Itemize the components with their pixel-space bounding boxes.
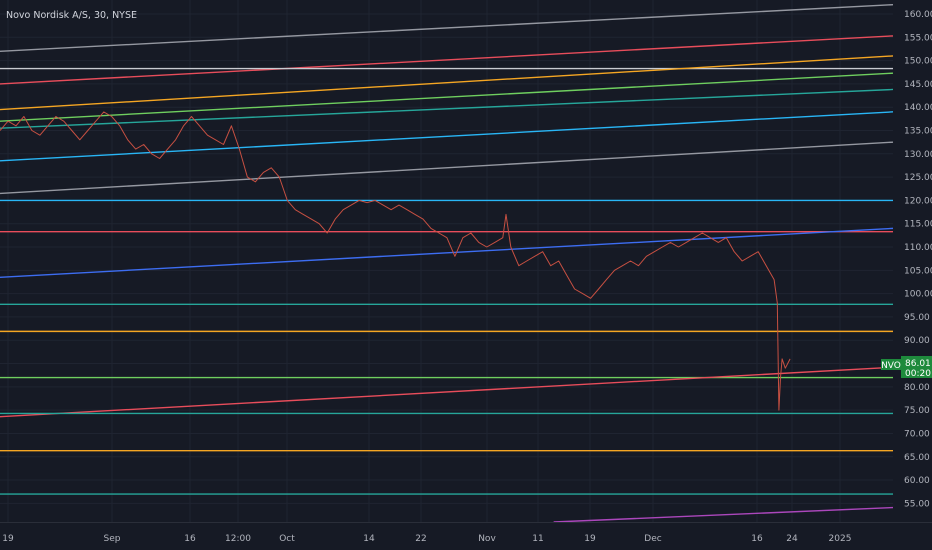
y-tick-label: 70.00 [904,429,930,439]
y-tick-label: 80.00 [904,383,930,393]
y-tick-label: 135.00 [904,127,932,137]
price-tag-ticker: NVO [881,361,901,371]
x-tick-label: 22 [415,534,426,544]
trend-lines [0,3,894,523]
y-tick-label: 125.00 [904,173,932,183]
x-axis[interactable]: 19 Sep 16 12:00 Oct 14 22 Nov 11 19 Dec 16 24 2025 [0,522,932,545]
trend-line [0,3,894,52]
price-series-line [0,111,791,411]
y-tick-label: 145.00 [904,80,932,90]
price-tag: NVO 86.01 00:20 [881,356,932,379]
y-tick-label: 115.00 [904,220,932,230]
y-tick-label: 110.00 [904,243,932,253]
price-series [0,111,791,411]
x-tick-label: 19 [2,534,14,544]
trend-line [0,55,894,111]
x-tick-label: 16 [184,534,196,544]
y-tick-label: 140.00 [904,103,932,113]
y-axis[interactable]: 160.00 155.00 150.00 145.00 140.00 135.00 130.… [904,10,932,509]
x-tick-label: 11 [532,534,543,544]
y-tick-label: 60.00 [904,476,930,486]
price-tag-countdown: 00:20 [905,369,931,379]
x-tick-label: Nov [478,534,496,544]
y-tick-label: 130.00 [904,150,932,160]
x-tick-label: 12:00 [225,534,251,544]
y-tick-label: 120.00 [904,196,932,206]
trend-line [0,88,894,129]
trend-line [553,506,894,523]
x-tick-label: 2025 [829,534,852,544]
y-tick-label: 155.00 [904,33,932,43]
trend-line [0,227,894,279]
y-tick-label: 105.00 [904,266,932,276]
x-tick-label: 19 [584,534,596,544]
y-tick-label: 95.00 [904,313,930,323]
y-tick-label: 100.00 [904,290,932,300]
price-tag-price-box [901,356,932,378]
symbol-title: Novo Nordisk A/S, 30, NYSE [6,10,137,21]
chart-grid [0,0,893,522]
y-tick-label: 75.00 [904,406,930,416]
price-tag-ticker-box [881,359,901,370]
x-tick-label: Dec [644,534,661,544]
trend-line [0,72,894,122]
trend-line [0,35,894,85]
price-tag-price: 86.01 [905,359,931,369]
y-tick-label: 55.00 [904,499,930,509]
x-tick-label: 14 [363,534,375,544]
x-tick-label: 24 [786,534,798,544]
y-tick-label: 160.00 [904,10,932,20]
x-tick-label: Sep [104,534,121,544]
trend-line [0,111,894,162]
x-tick-label: Oct [279,534,295,544]
y-tick-label: 150.00 [904,57,932,67]
trend-line [0,366,894,418]
trend-line [0,141,894,195]
y-tick-label: 65.00 [904,453,930,463]
y-tick-label: 90.00 [904,336,930,346]
x-tick-label: 16 [751,534,763,544]
